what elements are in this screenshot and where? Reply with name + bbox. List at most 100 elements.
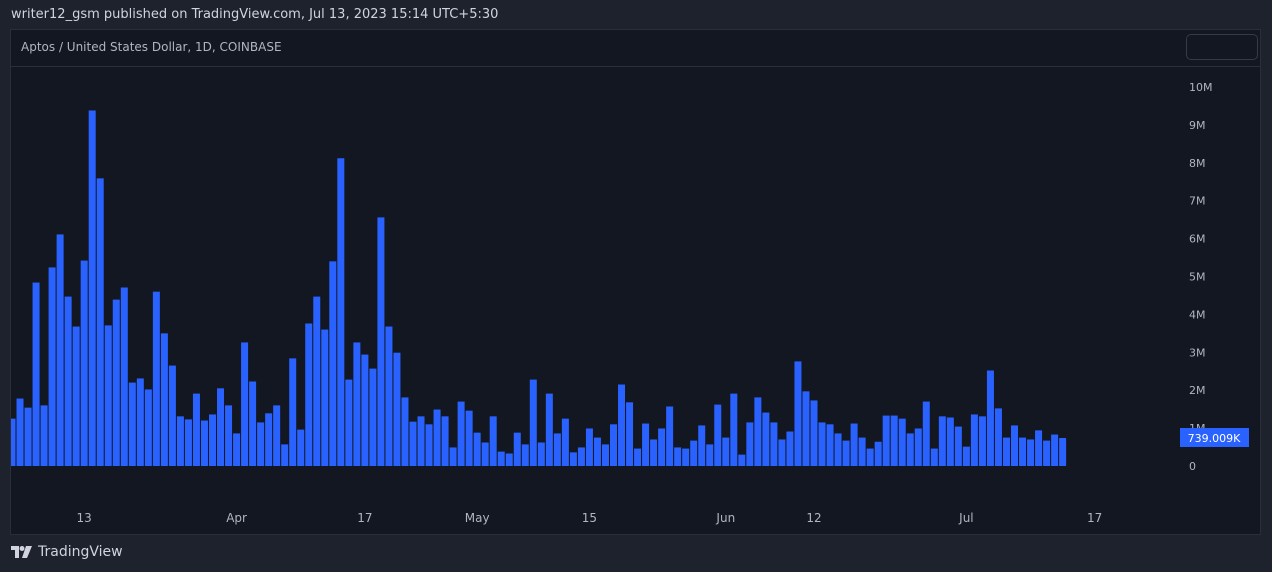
volume-bar bbox=[497, 451, 505, 466]
volume-bar bbox=[241, 342, 249, 466]
volume-bar bbox=[754, 397, 762, 466]
volume-bar bbox=[209, 414, 216, 466]
volume-bar bbox=[16, 398, 24, 466]
last-value-badge bbox=[1180, 428, 1249, 447]
volume-bar bbox=[914, 428, 922, 466]
x-tick-label: 13 bbox=[77, 511, 92, 525]
volume-bar bbox=[978, 416, 986, 466]
x-tick-label: May bbox=[465, 511, 490, 525]
x-tick-label: 15 bbox=[582, 511, 597, 525]
volume-bar bbox=[289, 358, 297, 466]
y-tick-label: 0 bbox=[1189, 460, 1196, 473]
volume-bar bbox=[56, 234, 64, 466]
volume-bar bbox=[160, 333, 168, 466]
volume-bar bbox=[610, 424, 617, 466]
volume-bar bbox=[770, 422, 778, 466]
volume-bar bbox=[1019, 437, 1027, 466]
y-tick-label: 3M bbox=[1189, 346, 1206, 359]
volume-bar bbox=[369, 368, 377, 466]
volume-bar bbox=[184, 419, 192, 466]
volume-bar bbox=[722, 437, 730, 466]
volume-bar bbox=[200, 420, 208, 466]
volume-bar bbox=[545, 393, 553, 466]
volume-bar bbox=[906, 433, 914, 466]
volume-bar bbox=[457, 401, 465, 466]
volume-bar bbox=[425, 424, 433, 466]
x-tick-label: Jul bbox=[958, 511, 973, 525]
volume-bar bbox=[305, 323, 313, 466]
volume-bar bbox=[273, 405, 281, 466]
volume-bar bbox=[321, 329, 329, 466]
volume-bar bbox=[922, 401, 930, 466]
tradingview-logo[interactable]: TradingView bbox=[11, 544, 123, 560]
volume-bar bbox=[1035, 430, 1043, 466]
last-value-marker: 739.009K bbox=[1180, 428, 1249, 447]
y-tick-label: 8M bbox=[1189, 157, 1206, 170]
volume-bar bbox=[994, 408, 1002, 466]
volume-bar bbox=[658, 428, 666, 466]
volume-bar bbox=[120, 287, 128, 466]
volume-bar bbox=[778, 439, 786, 466]
volume-bar bbox=[521, 444, 529, 466]
volume-bar bbox=[489, 416, 497, 466]
volume-bar bbox=[32, 282, 40, 466]
volume-bar bbox=[786, 431, 794, 466]
chart-title-bar: Aptos / United States Dollar, 1D, COINBA… bbox=[11, 30, 1260, 67]
volume-bar bbox=[353, 342, 361, 466]
volume-bar bbox=[642, 423, 650, 466]
volume-bar bbox=[666, 406, 674, 466]
volume-bar bbox=[481, 442, 489, 466]
volume-bar bbox=[954, 426, 962, 466]
last-value-label: 739.009K bbox=[1188, 432, 1241, 445]
volume-bar bbox=[225, 405, 233, 466]
volume-bar bbox=[585, 428, 593, 466]
volume-bar bbox=[409, 421, 417, 466]
volume-bar bbox=[249, 381, 257, 466]
volume-bar bbox=[537, 442, 545, 466]
volume-bar bbox=[345, 379, 353, 466]
volume-bar bbox=[802, 391, 810, 466]
volume-bar bbox=[433, 409, 441, 466]
volume-bar bbox=[513, 432, 521, 466]
volume-bar bbox=[626, 402, 634, 466]
volume-bar bbox=[577, 447, 585, 466]
volume-bar bbox=[136, 378, 144, 466]
volume-bar bbox=[217, 388, 225, 466]
volume-bar bbox=[281, 444, 289, 466]
volume-bar bbox=[834, 433, 842, 466]
volume-bar bbox=[553, 433, 561, 466]
x-tick-label: 12 bbox=[806, 511, 821, 525]
symbol-title: Aptos / United States Dollar, 1D, COINBA… bbox=[21, 40, 282, 54]
volume-bar bbox=[858, 437, 866, 466]
volume-bar bbox=[1011, 425, 1018, 466]
volume-bar bbox=[72, 326, 80, 466]
volume-bar bbox=[674, 447, 682, 466]
volume-bar bbox=[104, 325, 112, 466]
volume-bar bbox=[361, 354, 369, 466]
volume-bar bbox=[441, 416, 449, 466]
volume-bar bbox=[1059, 437, 1067, 466]
volume-bar bbox=[24, 407, 32, 466]
volume-bar bbox=[882, 415, 890, 466]
volume-bar bbox=[818, 422, 826, 466]
volume-bar bbox=[313, 296, 321, 466]
volume-bar bbox=[810, 400, 818, 466]
volume-bar bbox=[377, 217, 385, 466]
volume-bar bbox=[898, 418, 906, 467]
volume-bar bbox=[706, 444, 714, 466]
volume-bar bbox=[842, 440, 850, 466]
volume-bar bbox=[762, 412, 770, 466]
y-tick-label: 6M bbox=[1189, 233, 1206, 246]
volume-bar bbox=[618, 384, 626, 466]
volume-bar bbox=[88, 110, 96, 466]
volume-bar bbox=[112, 299, 120, 466]
volume-bar bbox=[11, 418, 16, 467]
publisher-caption: writer12_gsm published on TradingView.co… bbox=[11, 7, 499, 22]
volume-bar bbox=[962, 446, 970, 466]
volume-bar bbox=[874, 441, 882, 466]
volume-bar bbox=[650, 439, 658, 466]
panel-button[interactable] bbox=[1186, 34, 1258, 60]
volume-bar bbox=[698, 425, 706, 466]
volume-bar bbox=[569, 452, 577, 466]
volume-bar bbox=[401, 397, 409, 466]
